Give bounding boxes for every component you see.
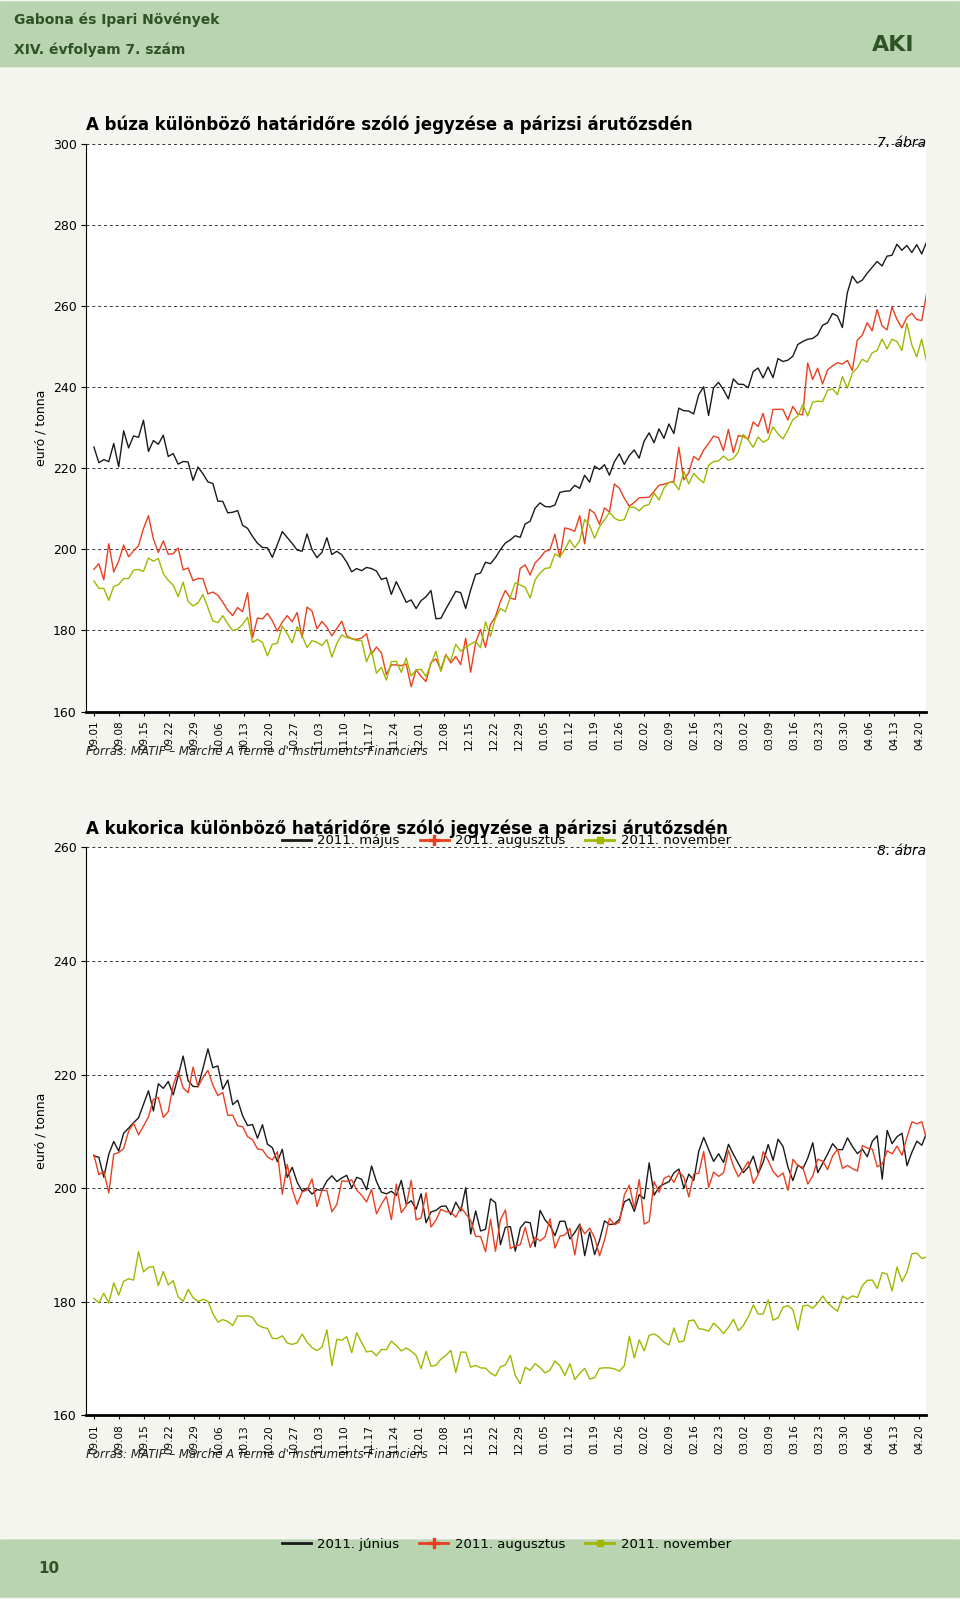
Text: Forrás: MATIF – Marché A Terme d' Instruments Financiers: Forrás: MATIF – Marché A Terme d' Instru… bbox=[86, 745, 428, 758]
Text: A búza különböző határidőre szóló jegyzése a párizsi árutőzsdén: A búza különböző határidőre szóló jegyzé… bbox=[86, 115, 693, 134]
FancyBboxPatch shape bbox=[0, 2, 960, 67]
Text: XIV. évfolyam 7. szám: XIV. évfolyam 7. szám bbox=[14, 42, 186, 56]
Y-axis label: euró / tonna: euró / tonna bbox=[35, 1094, 47, 1169]
Y-axis label: euró / tonna: euró / tonna bbox=[35, 390, 47, 465]
FancyBboxPatch shape bbox=[0, 1540, 960, 1597]
Text: 8. ábra: 8. ábra bbox=[877, 844, 926, 859]
Legend: 2011. május, 2011. augusztus, 2011. november: 2011. május, 2011. augusztus, 2011. nove… bbox=[276, 828, 736, 852]
Text: 10: 10 bbox=[38, 1561, 60, 1577]
Text: Forrás: MATIF – Marché A Terme d' Instruments Financiers: Forrás: MATIF – Marché A Terme d' Instru… bbox=[86, 1449, 428, 1461]
Text: 7. ábra: 7. ábra bbox=[877, 136, 926, 150]
Text: AKI: AKI bbox=[872, 35, 914, 54]
Text: A kukorica különböző határidőre szóló jegyzése a párizsi árutőzsdén: A kukorica különböző határidőre szóló je… bbox=[86, 819, 729, 838]
Text: Gabona és Ipari Növények: Gabona és Ipari Növények bbox=[14, 13, 220, 27]
Legend: 2011. június, 2011. augusztus, 2011. november: 2011. június, 2011. augusztus, 2011. nov… bbox=[276, 1532, 736, 1556]
